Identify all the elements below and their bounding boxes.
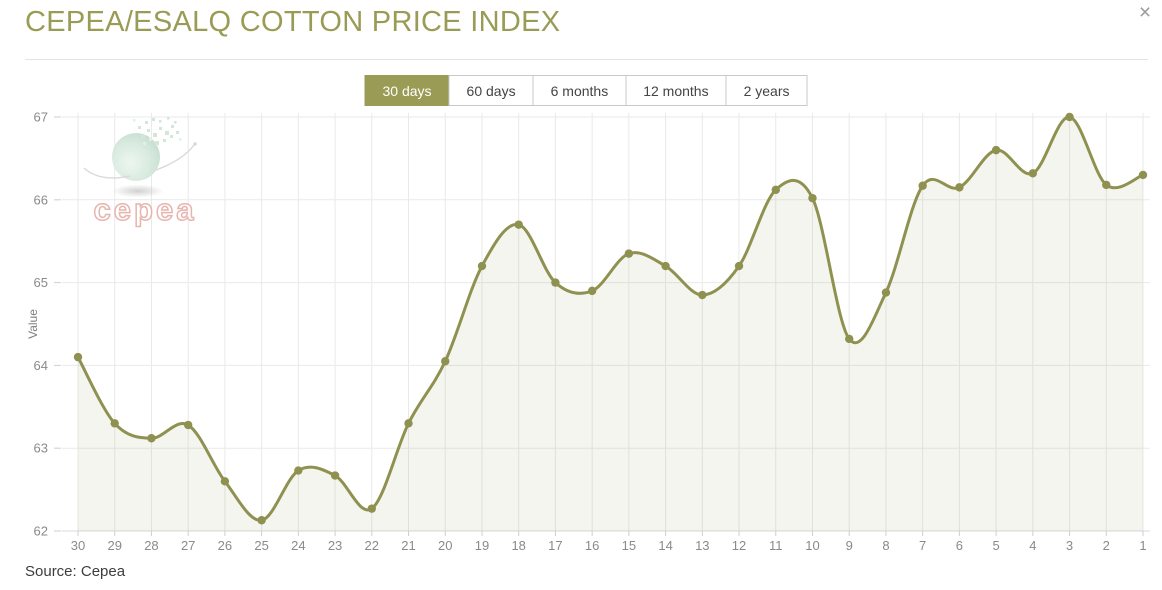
x-axis-label: 2 [1103, 538, 1110, 553]
data-point[interactable] [845, 334, 854, 344]
x-axis-label: 4 [1029, 538, 1036, 553]
range-button-30-days[interactable]: 30 days [364, 75, 450, 106]
data-point[interactable] [294, 466, 303, 475]
y-axis-label: 65 [34, 275, 48, 290]
data-point[interactable] [661, 261, 670, 271]
x-axis-label: 21 [401, 538, 415, 553]
data-point-markers [73, 112, 1148, 525]
close-icon[interactable]: × [1132, 0, 1158, 26]
range-button-12-months[interactable]: 12 months [625, 75, 727, 106]
data-point[interactable] [955, 183, 964, 192]
data-point[interactable] [734, 261, 744, 271]
data-point[interactable] [220, 477, 230, 486]
data-point[interactable] [441, 357, 450, 366]
data-point[interactable] [514, 220, 523, 229]
x-axis-label: 6 [956, 538, 963, 553]
header-divider [25, 59, 1148, 60]
x-axis-label: 25 [254, 538, 268, 553]
data-point[interactable] [808, 193, 817, 203]
x-axis-label: 3 [1066, 538, 1073, 553]
data-point[interactable] [587, 286, 597, 296]
y-axis-label: 63 [34, 441, 48, 456]
x-axis-label: 5 [992, 538, 999, 553]
x-axis-label: 12 [732, 538, 746, 553]
x-axis-label: 8 [882, 538, 889, 553]
data-point[interactable] [1028, 169, 1038, 178]
x-axis-label: 14 [658, 538, 672, 553]
source-label: Source: Cepea [25, 563, 126, 580]
data-point[interactable] [991, 145, 1001, 155]
y-axis-labels: 62 63 64 65 66 67 [34, 110, 48, 539]
x-axis-label: 17 [548, 538, 562, 553]
x-axis-labels: 30 29 28 27 26 25 24 23 22 21 20 19 18 17 16 15 14 13 12 11… [71, 538, 1147, 553]
data-point[interactable] [1138, 170, 1148, 180]
price-index-chart: 62 63 64 65 66 67 30 29 28 27 26 25 24 23 22 21 20 19 18 17… [0, 108, 1162, 560]
data-point[interactable] [73, 352, 83, 362]
x-axis-label: 13 [695, 538, 709, 553]
x-axis-label: 1 [1139, 538, 1146, 553]
data-point[interactable] [183, 420, 193, 430]
data-point[interactable] [477, 261, 487, 271]
x-axis-label: 18 [511, 538, 525, 553]
page-title: CEPEA/ESALQ COTTON PRICE INDEX [25, 6, 561, 38]
data-point[interactable] [918, 181, 927, 190]
x-axis-label: 30 [71, 538, 85, 553]
x-axis-label: 11 [769, 538, 783, 553]
series-area-fill [78, 116, 1143, 532]
y-gridlines [62, 116, 1150, 532]
x-axis-label: 26 [218, 538, 232, 553]
data-point[interactable] [257, 516, 266, 525]
x-axis-label: 24 [291, 538, 305, 553]
data-point[interactable] [330, 471, 340, 480]
y-axis-label: 64 [34, 358, 48, 373]
x-axis-label: 10 [805, 538, 819, 553]
range-button-2-years[interactable]: 2 years [725, 75, 808, 106]
x-axis-label: 7 [919, 538, 926, 553]
x-axis-label: 19 [475, 538, 489, 553]
data-point[interactable] [367, 504, 376, 513]
x-axis-label: 28 [144, 538, 158, 553]
y-axis-title: Value [26, 309, 40, 339]
x-axis-ticks [77, 531, 1144, 536]
x-axis-label: 9 [846, 538, 853, 553]
data-point[interactable] [881, 288, 891, 297]
y-axis-label: 62 [34, 524, 48, 539]
data-point[interactable] [147, 434, 156, 443]
x-axis-label: 20 [438, 538, 452, 553]
y-axis-label: 67 [34, 110, 48, 125]
data-point[interactable] [698, 290, 707, 300]
x-axis-label: 15 [622, 538, 636, 553]
x-axis-label: 22 [365, 538, 379, 553]
data-point[interactable] [1102, 180, 1111, 190]
data-point[interactable] [771, 185, 780, 195]
range-button-6-months[interactable]: 6 months [532, 75, 627, 106]
range-button-60-days[interactable]: 60 days [448, 75, 534, 106]
x-gridlines [77, 113, 1144, 531]
data-point[interactable] [624, 249, 634, 258]
y-axis-ticks [54, 116, 61, 532]
data-point[interactable] [110, 419, 119, 428]
data-point[interactable] [551, 278, 560, 287]
x-axis-label: 29 [107, 538, 121, 553]
x-axis-label: 16 [585, 538, 599, 553]
x-axis-label: 27 [181, 538, 195, 553]
data-point[interactable] [404, 419, 413, 428]
x-axis-label: 23 [328, 538, 342, 553]
y-axis-label: 66 [34, 192, 48, 207]
data-point[interactable] [1065, 112, 1074, 122]
time-range-selector: 30 days 60 days 6 months 12 months 2 yea… [364, 75, 808, 106]
